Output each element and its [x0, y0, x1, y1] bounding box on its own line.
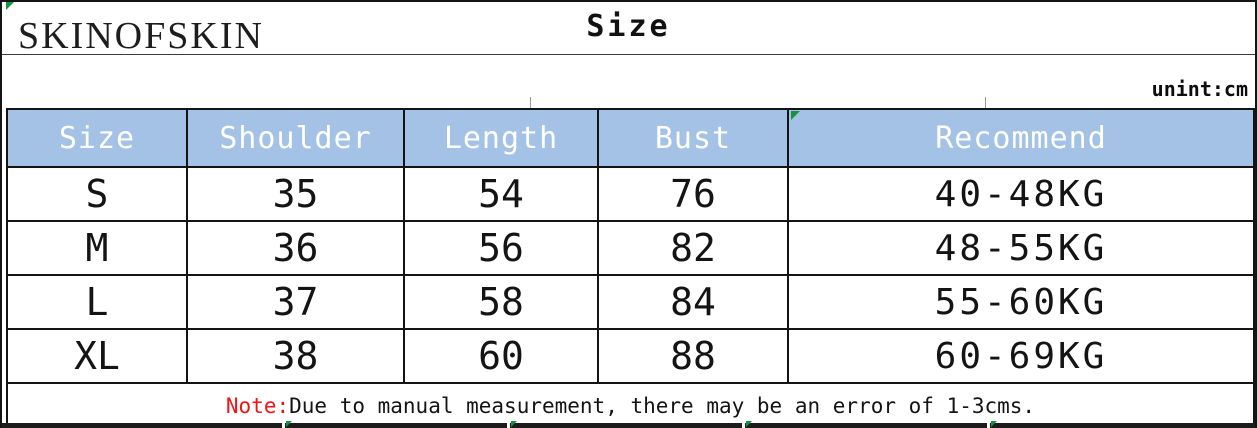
length-cell: 60 — [403, 328, 599, 384]
col-header-shoulder: Shoulder — [186, 108, 405, 168]
page-title: Size — [586, 9, 671, 44]
cell-comment-marker-icon — [6, 2, 14, 10]
unit-label: unint:cm — [1151, 77, 1248, 101]
note-text: Due to manual measurement, there may be … — [289, 394, 1036, 418]
cropped-next-row-border — [2, 423, 1255, 428]
recommend-cell: 40-48KG — [787, 166, 1255, 222]
cell-comment-marker-icon — [791, 111, 800, 120]
size-cell: L — [6, 274, 188, 330]
bust-cell: 82 — [597, 220, 789, 276]
note-cell: Note:Due to manual measurement, there ma… — [6, 382, 1255, 428]
shoulder-cell: 36 — [186, 220, 405, 276]
col-header-length: Length — [403, 108, 599, 168]
table-row-m: M 36 56 82 48-55KG — [6, 220, 1255, 276]
cell-comment-marker-icon — [286, 421, 292, 427]
shoulder-cell: 38 — [186, 328, 405, 384]
col-header-bust: Bust — [597, 108, 789, 168]
gridline-stub — [985, 97, 986, 109]
bust-cell: 88 — [597, 328, 789, 384]
col-header-size: Size — [6, 108, 188, 168]
recommend-cell: 60-69KG — [787, 328, 1255, 384]
table-row-l: L 37 58 84 55-60KG — [6, 274, 1255, 330]
size-cell: XL — [6, 328, 188, 384]
note-label: Note: — [225, 394, 290, 418]
cell-comment-marker-icon — [991, 421, 997, 427]
size-cell: M — [6, 220, 188, 276]
table-row-xl: XL 38 60 88 60-69KG — [6, 328, 1255, 384]
masthead: SKINOFSKIN Size — [2, 2, 1255, 55]
shoulder-cell: 35 — [186, 166, 405, 222]
shoulder-cell: 37 — [186, 274, 405, 330]
gridline-stub — [530, 97, 531, 109]
length-cell: 54 — [403, 166, 599, 222]
size-cell: S — [6, 166, 188, 222]
cropped-cell-divider — [987, 423, 990, 428]
bust-cell: 84 — [597, 274, 789, 330]
length-cell: 56 — [403, 220, 599, 276]
recommend-cell: 55-60KG — [787, 274, 1255, 330]
note-row: Note:Due to manual measurement, there ma… — [6, 382, 1255, 428]
col-header-recommend: Recommend — [787, 108, 1255, 168]
cropped-cell-divider — [507, 423, 510, 428]
cell-comment-marker-icon — [511, 421, 517, 427]
cropped-cell-divider — [282, 423, 285, 428]
header-row: Size Shoulder Length Bust Recommend — [6, 108, 1255, 168]
cropped-cell-divider — [742, 423, 745, 428]
recommend-cell: 48-55KG — [787, 220, 1255, 276]
table-row-s: S 35 54 76 40-48KG — [6, 166, 1255, 222]
size-table: Size Shoulder Length Bust Recommend S 35… — [6, 108, 1255, 428]
length-cell: 58 — [403, 274, 599, 330]
brand-logo-text: SKINOFSKIN — [18, 15, 264, 57]
bust-cell: 76 — [597, 166, 789, 222]
unit-row: unint:cm — [2, 55, 1255, 109]
cell-comment-marker-icon — [746, 421, 752, 427]
